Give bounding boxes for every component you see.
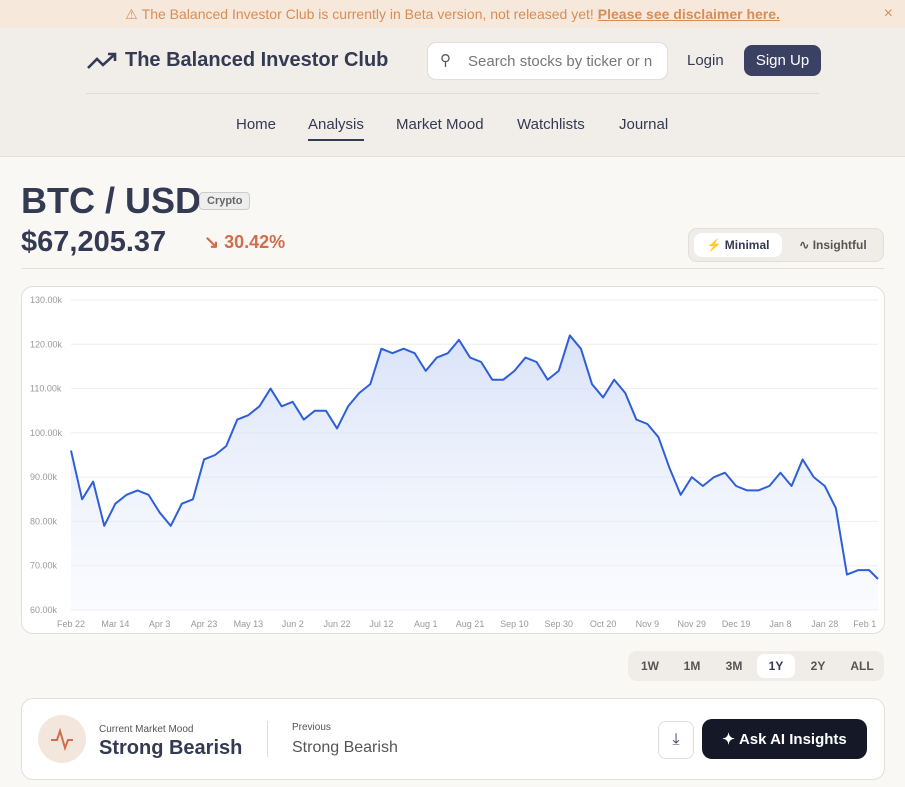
x-tick-label: Apr 23 [191,619,218,629]
view-toggle: ⚡ Minimal ∿ Insightful [688,228,884,262]
nav-item[interactable]: Watchlists [517,116,585,133]
x-tick-label: Jul 12 [369,619,393,629]
x-tick-label: Feb 22 [57,619,85,629]
y-tick-label: 80.00k [30,516,58,526]
down-arrow: ↘ [204,232,225,252]
y-tick-label: 110.00k [30,384,62,394]
previous-label: Previous [292,722,331,733]
y-tick-label: 130.00k [30,295,63,305]
range-button[interactable]: 1W [641,659,659,673]
warning-icon: ⚠ [125,5,138,22]
login[interactable]: Login [687,52,724,69]
x-tick-label: Sep 10 [500,619,529,629]
x-tick-label: Nov 9 [636,619,660,629]
price-change: ↘ 30.42% [204,232,285,253]
mood-card: Current Market Mood Strong Bearish Previ… [21,698,885,780]
y-tick-label: 70.00k [30,561,58,571]
x-tick-label: Oct 20 [590,619,617,629]
range-button[interactable]: 1Y [757,654,795,678]
range-button[interactable]: 1M [683,659,701,673]
x-tick-label: Jun 2 [282,619,304,629]
signup[interactable]: Sign Up [744,45,821,76]
disclaimer-link[interactable]: Please see disclaimer here. [597,6,780,22]
x-tick-label: Aug 21 [456,619,485,629]
search-box[interactable]: ⚲ Search stocks by ticker or n [427,42,668,80]
area-fill [71,335,878,610]
search-icon: ⚲ [440,52,451,69]
x-tick-label: Aug 1 [414,619,438,629]
x-tick-label: Sep 30 [544,619,573,629]
x-tick-label: Dec 19 [722,619,751,629]
range-button[interactable]: 3M [725,659,743,673]
price-line [70,334,879,580]
range-button[interactable]: 2Y [810,659,826,673]
logo-icon [87,52,117,69]
header: The Balanced Investor Club ⚲ Search stoc… [0,28,905,157]
change-value: 30.42% [224,232,286,252]
toggle-label: Minimal [724,238,770,252]
search-placeholder: Search stocks by ticker or n [468,53,653,70]
nav-item[interactable]: Journal [619,116,669,133]
y-tick-label: 100.00k [30,428,63,438]
x-tick-label: Nov 29 [678,619,707,629]
y-tick-label: 120.00k [30,339,63,349]
banner-text: The Balanced Investor Club is currently … [141,6,594,22]
nav-item[interactable]: Market Mood [396,116,484,133]
price: $67,205.37 [21,226,167,258]
mood-value: Strong Bearish [99,737,243,759]
toggle-insightful[interactable]: ∿ Insightful [799,238,867,252]
beta-banner: ⚠ The Balanced Investor Club is currentl… [0,0,905,28]
x-tick-label: Jan 28 [811,619,838,629]
y-tick-label: 60.00k [30,605,58,615]
download-button[interactable]: ⤓ [658,721,694,759]
divider [22,268,884,269]
x-tick-label: Mar 14 [101,619,129,629]
divider [86,93,819,94]
toggle-label: Insightful [812,238,867,252]
ai-button[interactable]: ✦ Ask AI Insights [702,719,867,759]
nav-item[interactable]: Home [236,116,277,133]
range-selector: 1W 1M 3M 1Y 2Y ALL [628,651,884,681]
x-tick-label: Jun 22 [324,619,351,629]
y-tick-label: 90.00k [30,472,58,482]
asset-symbol: BTC / USD [21,180,201,221]
toggle-minimal[interactable]: ⚡ Minimal [694,233,782,257]
x-tick-label: Apr 3 [149,619,171,629]
ai-label: Ask AI Insights [738,730,847,748]
divider [267,721,268,757]
close-banner[interactable]: × [883,5,893,22]
x-tick-label: May 13 [234,619,264,629]
range-button[interactable]: ALL [850,659,874,673]
previous-value: Strong Bearish [292,739,398,756]
nav-item[interactable]: Analysis [308,116,364,141]
mood-label: Current Market Mood [99,724,194,735]
x-tick-label: Feb 1 [853,619,876,629]
asset-tag: Crypto [199,192,251,210]
x-tick-label: Jan 8 [769,619,791,629]
brand[interactable]: The Balanced Investor Club [125,49,389,71]
mood-icon [38,715,86,763]
